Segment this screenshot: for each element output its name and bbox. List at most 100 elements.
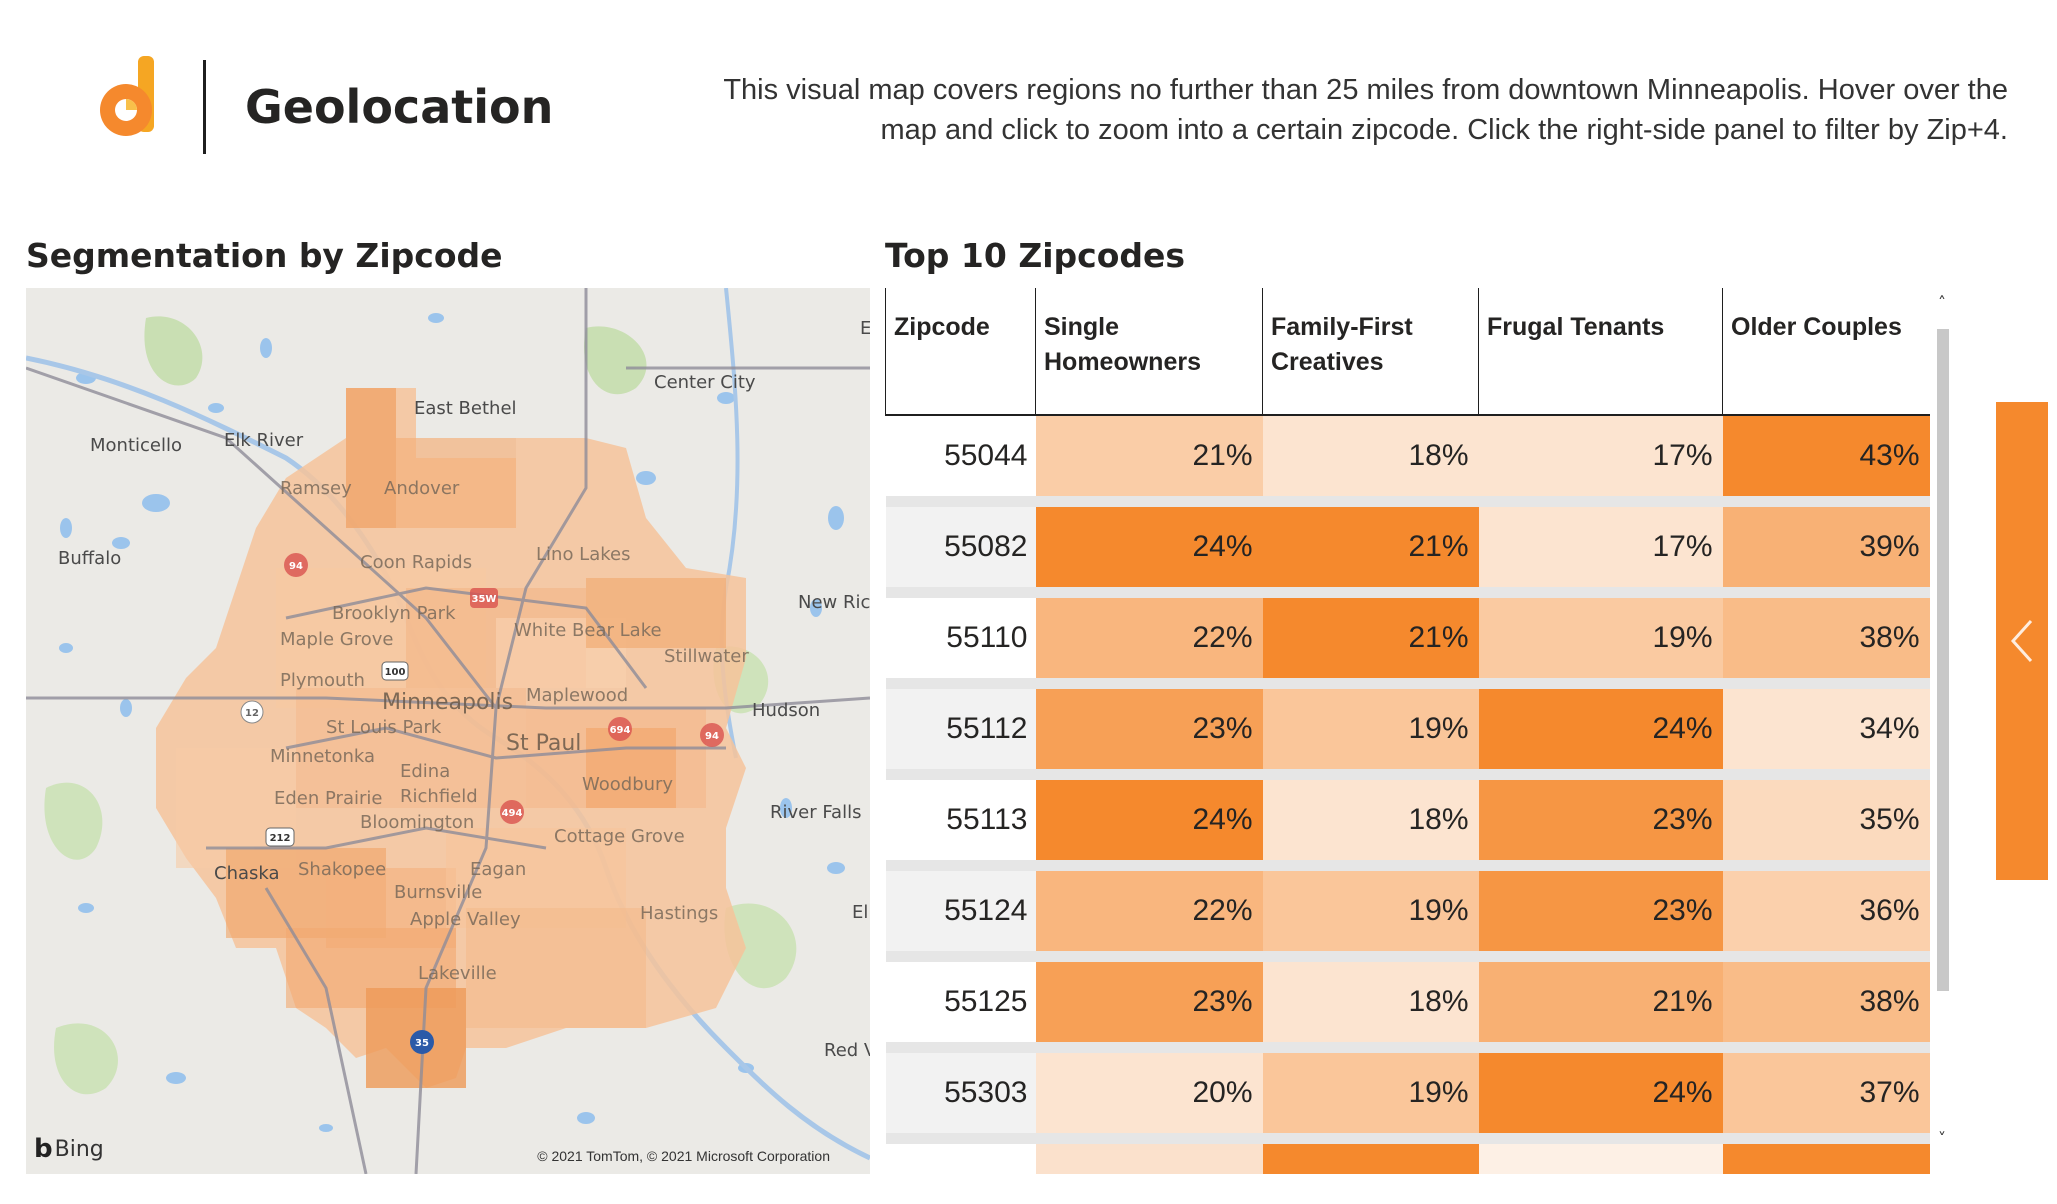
zipcode-cell[interactable]: 55125 xyxy=(885,956,1036,1053)
zipcode-cell[interactable]: 55110 xyxy=(885,592,1036,689)
chevron-down-icon[interactable]: ˅ xyxy=(1938,1129,1946,1148)
page-description: This visual map covers regions no furthe… xyxy=(723,74,2008,146)
percent-cell[interactable]: 36% xyxy=(1722,865,1930,962)
place-label: Center City xyxy=(654,372,756,393)
percent-cell[interactable]: 18% xyxy=(1262,774,1479,871)
bing-logo: b Bing xyxy=(34,1134,104,1164)
place-label: Hudson xyxy=(752,700,820,721)
percent-cell[interactable]: 23% xyxy=(1035,683,1263,780)
table-row[interactable]: 55113 24% 18% 23% 35% xyxy=(885,774,1930,871)
percent-cell[interactable]: 37% xyxy=(1722,1047,1930,1144)
column-header-frugal-tenants[interactable]: Frugal Tenants xyxy=(1478,288,1723,416)
column-header-family-first-creatives[interactable]: Family-First Creatives xyxy=(1262,288,1479,416)
table-row[interactable]: 55125 23% 18% 21% 38% xyxy=(885,956,1930,1053)
percent-cell[interactable]: 23% xyxy=(1478,865,1723,962)
place-label: Minneapolis xyxy=(382,690,513,715)
zipcode-cell[interactable]: 55112 xyxy=(885,683,1036,780)
zipcode-cell[interactable]: 55082 xyxy=(885,501,1036,598)
percent-cell[interactable]: 21% xyxy=(1035,415,1263,507)
zipcode-cell[interactable]: 55113 xyxy=(885,774,1036,871)
place-label: Brooklyn Park xyxy=(332,603,456,624)
percent-cell[interactable]: 43% xyxy=(1722,415,1930,507)
percent-cell[interactable]: 22% xyxy=(1035,592,1263,689)
place-label: Lino Lakes xyxy=(536,544,630,565)
percent-cell[interactable]: 24% xyxy=(1478,1047,1723,1144)
road-shield: 212 xyxy=(270,833,291,844)
percent-cell[interactable]: 17% xyxy=(1478,415,1723,507)
percent-cell[interactable]: 19% xyxy=(1478,592,1723,689)
place-label: Maple Grove xyxy=(280,629,393,650)
percent-cell[interactable]: 19% xyxy=(1262,865,1479,962)
table-row[interactable]: 55082 24% 21% 17% 39% xyxy=(885,501,1930,598)
zipcode-cell[interactable]: 55044 xyxy=(885,415,1036,507)
place-label: Eagan xyxy=(470,859,526,880)
percent-cell[interactable]: 34% xyxy=(1722,683,1930,780)
road-shield: 94 xyxy=(705,731,719,742)
zipcode-table[interactable]: Zipcode Single Homeowners Family-First C… xyxy=(885,288,1930,1174)
place-label: Burnsville xyxy=(394,882,482,903)
percent-cell[interactable]: 24% xyxy=(1035,774,1263,871)
percent-cell[interactable]: 24% xyxy=(1478,683,1723,780)
table-row[interactable]: 55110 22% 21% 19% 38% xyxy=(885,592,1930,689)
percent-cell[interactable]: 22% xyxy=(1035,865,1263,962)
table-section-title: Top 10 Zipcodes xyxy=(885,236,1186,275)
table-row[interactable]: 55044 21% 18% 17% 43% xyxy=(885,415,1930,507)
place-label: Plymouth xyxy=(280,670,365,691)
percent-cell[interactable]: 38% xyxy=(1722,956,1930,1053)
table-row-partial xyxy=(885,1138,1930,1174)
place-label: New Ric xyxy=(798,592,870,613)
road-shield: 35W xyxy=(472,594,497,605)
table-row[interactable]: 55124 22% 19% 23% 36% xyxy=(885,865,1930,962)
percent-cell[interactable]: 20% xyxy=(1035,1047,1263,1144)
road-shield: 94 xyxy=(289,561,303,572)
percent-cell[interactable]: 23% xyxy=(1478,774,1723,871)
table-scrollbar[interactable]: ˄ ˅ xyxy=(1934,293,1950,1149)
place-label: Red V xyxy=(824,1040,870,1061)
percent-cell[interactable]: 17% xyxy=(1478,501,1723,598)
place-label: Monticello xyxy=(90,435,182,456)
partial-cell xyxy=(1262,1138,1479,1174)
percent-cell[interactable]: 38% xyxy=(1722,592,1930,689)
column-header-zipcode[interactable]: Zipcode xyxy=(885,288,1036,416)
percent-cell[interactable]: 35% xyxy=(1722,774,1930,871)
road-shield: 12 xyxy=(245,708,259,719)
brand-logo-icon xyxy=(96,56,158,138)
table-row[interactable]: 55303 20% 19% 24% 37% xyxy=(885,1047,1930,1144)
road-shield: 494 xyxy=(502,808,523,819)
place-label: White Bear Lake xyxy=(514,620,662,641)
percent-cell[interactable]: 39% xyxy=(1722,501,1930,598)
percent-cell[interactable]: 19% xyxy=(1262,1047,1479,1144)
place-label: Bloomington xyxy=(360,812,474,833)
column-header-single-homeowners[interactable]: Single Homeowners xyxy=(1035,288,1263,416)
place-label: Richfield xyxy=(400,786,478,807)
place-label: Lakeville xyxy=(418,963,497,984)
header-divider xyxy=(203,60,206,154)
scrollbar-thumb[interactable] xyxy=(1937,329,1949,991)
place-label: St Paul xyxy=(506,731,581,756)
percent-cell[interactable]: 19% xyxy=(1262,683,1479,780)
table-row[interactable]: 55112 23% 19% 24% 34% xyxy=(885,683,1930,780)
zipcode-cell[interactable]: 55303 xyxy=(885,1047,1036,1144)
chevron-up-icon[interactable]: ˄ xyxy=(1938,293,1946,312)
percent-cell[interactable]: 18% xyxy=(1262,956,1479,1053)
place-label: Andover xyxy=(384,478,460,499)
column-header-older-couples[interactable]: Older Couples xyxy=(1722,288,1930,416)
place-label: Apple Valley xyxy=(410,909,521,930)
chevron-left-icon xyxy=(2010,619,2033,663)
place-label: Shakopee xyxy=(298,859,386,880)
percent-cell[interactable]: 21% xyxy=(1262,501,1479,598)
place-label: Stillwater xyxy=(664,646,749,667)
percent-cell[interactable]: 21% xyxy=(1478,956,1723,1053)
place-label: Buffalo xyxy=(58,548,121,569)
percent-cell[interactable]: 24% xyxy=(1035,501,1263,598)
map-copyright: © 2021 TomTom, © 2021 Microsoft Corporat… xyxy=(537,1148,830,1164)
percent-cell[interactable]: 23% xyxy=(1035,956,1263,1053)
filter-side-panel-toggle[interactable] xyxy=(1996,402,2048,880)
place-label: Minnetonka xyxy=(270,746,375,767)
percent-cell[interactable]: 18% xyxy=(1262,415,1479,507)
road-shield: 100 xyxy=(385,667,406,678)
zipcode-map[interactable]: 94 35W 100 12 694 94 212 494 35 East Bet… xyxy=(26,288,870,1174)
percent-cell[interactable]: 21% xyxy=(1262,592,1479,689)
zipcode-cell[interactable]: 55124 xyxy=(885,865,1036,962)
place-label: Ramsey xyxy=(280,478,352,499)
